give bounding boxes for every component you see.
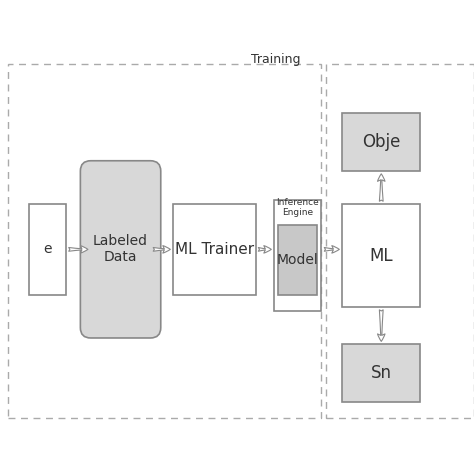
FancyBboxPatch shape: [342, 344, 420, 402]
Text: Sn: Sn: [371, 364, 392, 382]
FancyBboxPatch shape: [274, 200, 321, 311]
FancyBboxPatch shape: [81, 161, 161, 338]
FancyBboxPatch shape: [342, 113, 420, 171]
Text: Obje: Obje: [362, 133, 401, 151]
Text: Training: Training: [251, 53, 301, 66]
Text: ML: ML: [369, 246, 393, 264]
Text: e: e: [43, 242, 52, 256]
Text: Labeled
Data: Labeled Data: [93, 234, 148, 264]
FancyBboxPatch shape: [342, 204, 420, 307]
FancyBboxPatch shape: [29, 204, 66, 295]
Text: ML Trainer: ML Trainer: [175, 242, 254, 257]
FancyBboxPatch shape: [173, 204, 255, 295]
Text: Model: Model: [277, 253, 319, 267]
FancyBboxPatch shape: [278, 225, 318, 295]
Text: Inference
Engine: Inference Engine: [276, 198, 319, 217]
